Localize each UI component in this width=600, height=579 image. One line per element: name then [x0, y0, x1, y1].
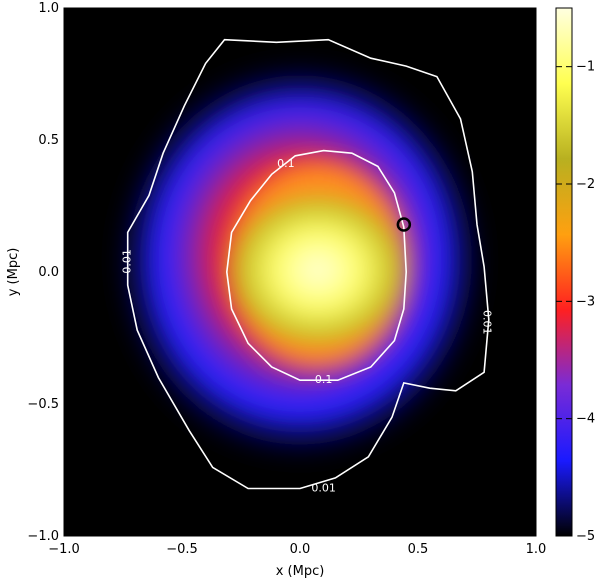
y-tick-label: 0.0 [38, 265, 59, 280]
contour-layer: 0.01 0.01 0.01 0.1 0.1 [121, 38, 493, 494]
y-axis-ticks: −1.0 −0.5 0.0 0.5 1.0 [27, 1, 536, 544]
contour-label: 0.1 [315, 373, 333, 386]
density-layer-core [228, 192, 408, 348]
heatmap-density-field [110, 55, 490, 465]
contour-label: 0.1 [277, 157, 295, 170]
colorbar-tick-label: −5 [576, 529, 595, 544]
x-tick-label: 1.0 [526, 542, 547, 557]
y-tick-label: 1.0 [38, 1, 59, 16]
colorbar-tick-label: −2 [576, 177, 595, 192]
y-tick-label: −1.0 [27, 529, 59, 544]
marker-layer [396, 217, 412, 232]
y-axis-label: y (Mpc) [6, 248, 21, 297]
marker-circle [396, 217, 412, 232]
contour-label: 0.01 [480, 310, 493, 335]
contour-label: 0.01 [311, 481, 336, 494]
contour-line-0.1 [225, 149, 408, 381]
y-tick-label: −0.5 [27, 397, 59, 412]
x-axis-ticks: −1.0 −0.5 0.0 0.5 1.0 [48, 8, 546, 557]
x-tick-label: 0.0 [290, 542, 311, 557]
x-tick-label: −1.0 [48, 542, 80, 557]
colorbar-tick-label: −1 [576, 60, 595, 75]
y-tick-label: 0.5 [38, 133, 59, 148]
colorbar-tick-label: −4 [576, 412, 595, 427]
colorbar-tick-label: −3 [576, 294, 595, 309]
x-tick-label: −0.5 [166, 542, 198, 557]
x-axis-label: x (Mpc) [276, 564, 325, 579]
heatmap-plot-area: 0.01 0.01 0.01 0.1 0.1 [64, 8, 536, 536]
colorbar-ticks: −1 −2 −3 −4 −5 [556, 60, 595, 544]
colorbar: −1 −2 −3 −4 −5 [555, 7, 595, 544]
x-tick-label: 0.5 [408, 542, 429, 557]
colorbar-gradient [555, 7, 573, 537]
contour-label: 0.01 [121, 249, 134, 274]
contour-line-0.01 [126, 38, 490, 490]
